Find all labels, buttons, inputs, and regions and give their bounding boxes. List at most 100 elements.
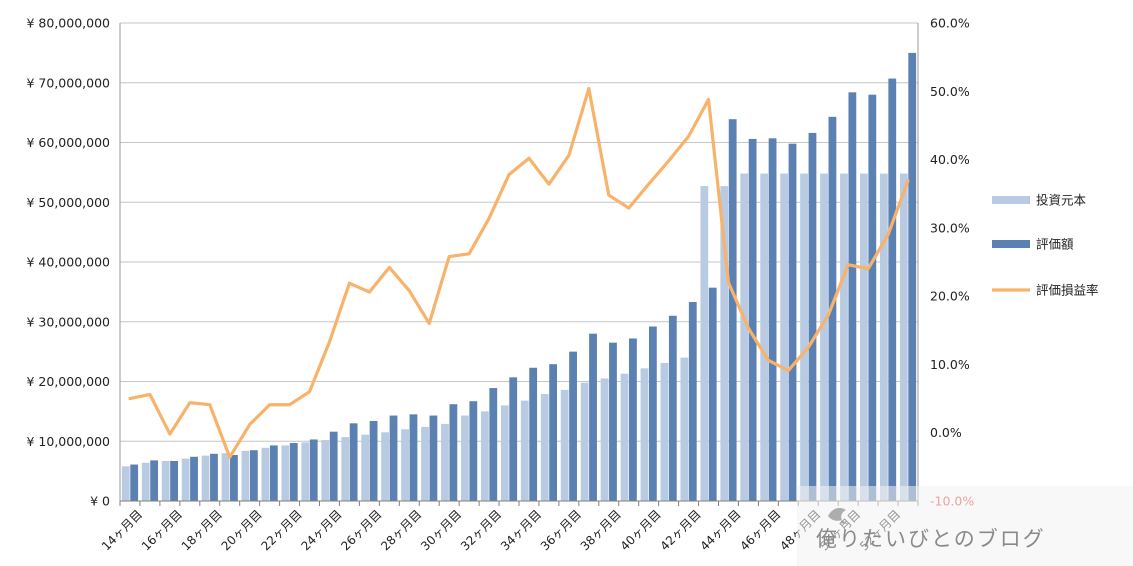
bar-valuation — [589, 333, 597, 501]
bar-valuation — [190, 456, 198, 501]
bar-valuation — [409, 414, 418, 501]
bar-principal — [800, 173, 808, 501]
bar-principal — [461, 415, 469, 501]
y-right-tick-label: 20.0% — [930, 289, 970, 304]
y-left-tick-label: ¥ 40,000,000 — [27, 255, 111, 270]
legend-label: 投資元本 — [1036, 193, 1087, 208]
bar-valuation — [529, 367, 538, 501]
bird-logo-icon — [828, 508, 848, 524]
bar-principal — [640, 368, 649, 501]
y-right-tick-label: 40.0% — [930, 152, 970, 167]
bar-principal — [700, 186, 709, 501]
y-left-tick-label: ¥ 0 — [90, 494, 110, 509]
legend-label: 評価損益率 — [1036, 283, 1099, 298]
bar-principal — [820, 173, 828, 501]
bar-principal — [301, 442, 310, 501]
bar-principal — [740, 173, 749, 501]
bar-valuation — [449, 404, 458, 501]
line-return-rate — [128, 86, 910, 459]
y-left-tick-label: ¥ 30,000,000 — [27, 314, 111, 329]
bar-principal — [560, 389, 569, 501]
bar-principal — [241, 450, 250, 501]
bar-principal — [221, 453, 230, 501]
bar-valuation — [349, 423, 358, 501]
bar-principal — [181, 458, 190, 501]
bar-valuation — [629, 338, 637, 501]
bar-principal — [201, 455, 210, 501]
bar-valuation — [289, 443, 298, 501]
bar-principal — [421, 426, 429, 501]
bar-principal — [401, 429, 409, 501]
y-right-tick-label: 0.0% — [930, 425, 962, 440]
bar-valuation — [848, 92, 857, 501]
y-left-tick-label: ¥ 70,000,000 — [27, 75, 111, 90]
bar-principal — [899, 173, 908, 501]
bar-valuation — [309, 439, 318, 501]
line-series — [128, 86, 910, 459]
bar-valuation — [688, 302, 697, 501]
y-right-tick-label: 50.0% — [930, 84, 970, 99]
bar-principal — [161, 460, 170, 501]
bar-principal — [141, 462, 150, 501]
bar-valuation — [908, 52, 917, 502]
y-left-tick-label: ¥ 20,000,000 — [27, 374, 111, 389]
bar-valuation — [389, 415, 398, 501]
bar-principal — [480, 411, 489, 502]
bar-valuation — [170, 460, 178, 501]
y-left-tick-label: ¥ 80,000,000 — [27, 16, 111, 31]
bar-valuation — [748, 138, 757, 502]
y-left-tick-label: ¥ 60,000,000 — [27, 135, 111, 150]
y-right-tick-label: 60.0% — [930, 16, 970, 31]
bar-principal — [840, 173, 848, 501]
bar-valuation — [708, 287, 717, 501]
bar-principal — [281, 445, 290, 501]
watermark: 俺りたいびとのブログ — [797, 486, 1133, 566]
bar-valuation — [648, 326, 657, 501]
bar-principal — [121, 466, 130, 501]
bar-valuation — [768, 138, 777, 501]
bar-valuation — [808, 132, 817, 501]
bar-principal — [780, 173, 789, 501]
bar-valuation — [569, 351, 577, 502]
bar-valuation — [429, 415, 438, 501]
bar-valuation — [728, 119, 737, 501]
bar-valuation — [210, 453, 218, 501]
bar-principal — [720, 186, 729, 501]
bar-principal — [500, 405, 509, 501]
watermark-background — [797, 486, 1133, 566]
bar-principal — [261, 447, 270, 501]
y-left-tick-label: ¥ 50,000,000 — [27, 195, 111, 210]
legend-label: 評価額 — [1036, 237, 1074, 252]
bar-principal — [520, 400, 529, 501]
bar-valuation — [509, 377, 518, 501]
bar-valuation — [549, 364, 558, 501]
axes — [119, 23, 919, 506]
bar-principal — [660, 362, 669, 501]
bar-principal — [341, 437, 350, 501]
bar-principal — [879, 173, 888, 501]
bar-principal — [680, 357, 689, 501]
bar-principal — [381, 432, 390, 501]
bar-valuation — [269, 445, 278, 501]
legend-swatch — [992, 240, 1030, 248]
bar-principal — [860, 173, 868, 501]
bar-valuation — [230, 454, 238, 501]
bar-valuation — [150, 460, 159, 501]
bar-valuation — [329, 431, 338, 501]
bars — [121, 52, 917, 502]
y-left-tick-label: ¥ 10,000,000 — [27, 434, 111, 449]
bar-valuation — [888, 78, 897, 501]
bar-principal — [361, 434, 370, 501]
bar-valuation — [609, 342, 617, 501]
bar-valuation — [469, 401, 478, 501]
bar-valuation — [369, 420, 378, 501]
bar-valuation — [130, 464, 139, 501]
bar-principal — [760, 173, 769, 501]
bar-valuation — [668, 315, 677, 501]
bar-principal — [540, 394, 549, 501]
y-right-tick-label: 30.0% — [930, 220, 970, 235]
bar-valuation — [489, 388, 498, 501]
bar-principal — [580, 382, 589, 501]
